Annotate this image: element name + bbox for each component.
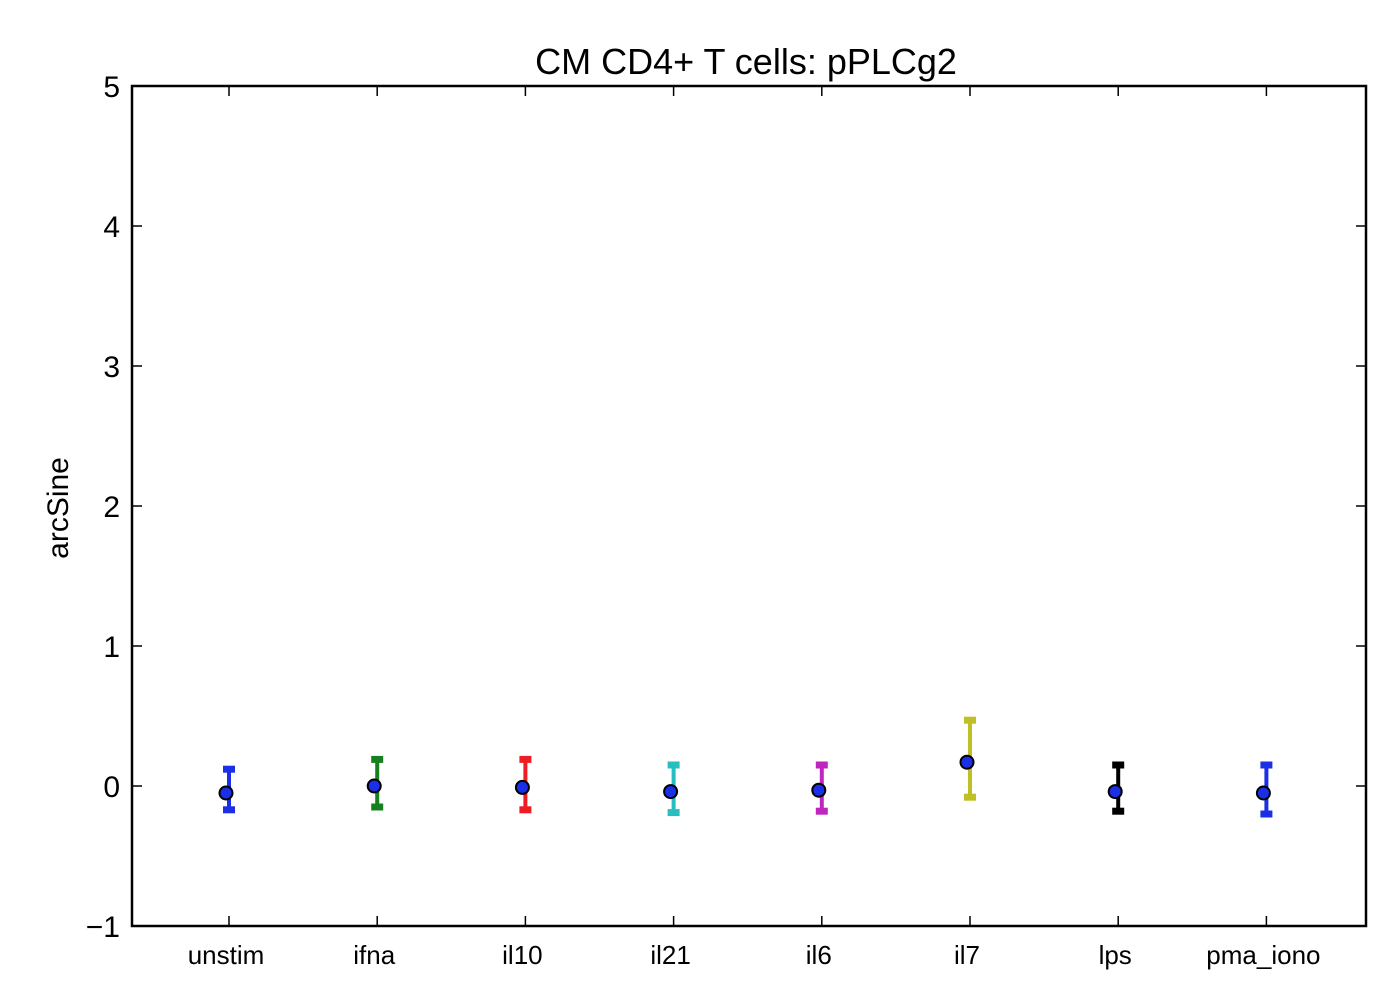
x-tick-label: pma_iono [1206,940,1320,970]
y-tick-label: 0 [103,771,120,804]
y-axis-label: arcSine [42,457,75,559]
x-tick-label: lps [1099,940,1132,970]
y-tick-label: 1 [103,631,120,664]
x-tick-label: il21 [650,940,690,970]
y-tick-label: 3 [103,351,120,384]
mean-point-il6 [811,782,827,798]
data-marks [218,716,1273,818]
y-tick-label: 5 [103,71,120,104]
x-tick-label: unstim [188,940,265,970]
mean-point-lps [1107,784,1123,800]
mean-point-ifna [366,778,382,794]
y-tick-label: −1 [86,911,120,944]
axes: −1 0 1 2 3 4 5 unstim ifna il10 il21 il6 il7 lps pma_i… [86,71,1368,970]
y-tick-label: 4 [103,211,120,244]
x-tick-label: il7 [954,940,980,970]
mean-point-il7 [959,754,975,770]
x-tick-label: il6 [806,940,832,970]
chart-title: CM CD4+ T cells: pPLCg2 [535,41,957,82]
y-tick-label: 2 [103,491,120,524]
mean-point-il21 [663,784,679,800]
x-tick-label: ifna [353,940,395,970]
mean-point-unstim [218,785,234,801]
x-tick-label: il10 [502,940,542,970]
mean-point-pma_iono [1255,785,1271,801]
mean-point-il10 [514,779,530,795]
plot-frame [130,84,1368,928]
